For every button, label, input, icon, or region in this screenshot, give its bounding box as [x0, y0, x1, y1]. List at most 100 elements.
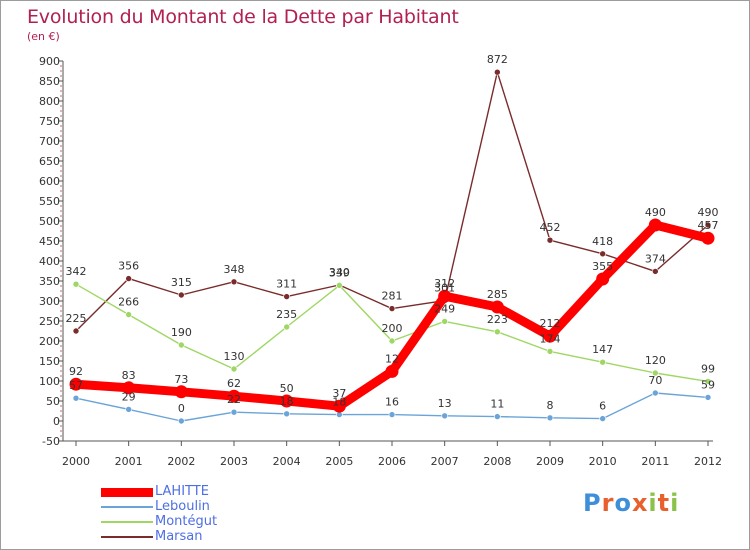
data-label: 83: [122, 369, 136, 382]
y-tick-label: 800: [39, 95, 60, 108]
data-label: 59: [701, 378, 715, 391]
data-label: 18: [280, 395, 294, 408]
data-label: 62: [227, 377, 241, 390]
data-point: [388, 411, 396, 418]
x-tick-label: 2004: [273, 455, 301, 468]
series-line-lahitte: [71, 220, 713, 411]
data-label: 285: [487, 288, 508, 301]
data-label: 130: [224, 350, 245, 363]
data-label: 16: [385, 396, 399, 409]
data-label: 57: [69, 379, 83, 392]
data-label: 235: [276, 308, 297, 321]
y-tick-label: 150: [39, 355, 60, 368]
data-label: 99: [701, 362, 715, 375]
data-point: [336, 282, 343, 289]
y-tick-label: 400: [39, 255, 60, 268]
x-tick-label: 2005: [325, 455, 353, 468]
data-point: [648, 218, 662, 232]
data-point: [122, 381, 136, 395]
proxiti-logo: Proxiti: [583, 489, 679, 517]
data-label: 452: [540, 221, 561, 234]
data-label: 340: [329, 266, 350, 279]
data-label: 73: [174, 373, 188, 386]
data-point: [178, 417, 185, 425]
data-label: 225: [66, 312, 87, 325]
legend-swatch: [101, 487, 153, 497]
y-tick-label: 100: [39, 375, 60, 388]
data-point: [125, 311, 132, 318]
data-label: 22: [227, 393, 241, 406]
logo-letter: t: [657, 489, 671, 517]
data-point: [546, 236, 554, 244]
legend-swatch: [101, 536, 153, 538]
x-tick-label: 2012: [694, 455, 722, 468]
data-point: [178, 291, 185, 299]
logo-letter: o: [614, 489, 632, 517]
data-point: [599, 358, 606, 366]
data-label: 223: [487, 313, 508, 326]
data-point: [701, 231, 715, 245]
data-label: 315: [171, 276, 192, 289]
data-label: 301: [434, 282, 455, 295]
data-point: [283, 293, 290, 300]
data-label: 147: [592, 343, 613, 356]
data-point: [72, 280, 80, 288]
data-point: [72, 327, 80, 335]
y-tick-label: 850: [39, 75, 60, 88]
data-point: [652, 389, 659, 397]
data-label: 190: [171, 326, 192, 339]
data-point: [69, 377, 83, 391]
data-point: [596, 272, 610, 286]
x-tick-label: 2002: [167, 455, 195, 468]
x-tick-label: 2009: [536, 455, 564, 468]
data-point: [125, 406, 132, 413]
x-tick-label: 2006: [378, 455, 406, 468]
legend-label: Leboulin: [155, 499, 210, 514]
data-label: 6: [599, 400, 606, 413]
data-point: [227, 389, 241, 403]
data-point: [494, 68, 501, 76]
data-point: [543, 329, 557, 343]
legend-item: Leboulin: [101, 499, 301, 515]
y-tick-label: -50: [42, 435, 60, 448]
logo-letter: x: [631, 489, 649, 517]
y-tick-label: 500: [39, 215, 60, 228]
x-tick-label: 2007: [431, 455, 459, 468]
legend-label: LAHITTE: [155, 484, 209, 499]
data-label: 212: [540, 317, 561, 330]
x-tick-label: 2001: [115, 455, 143, 468]
data-point: [72, 394, 80, 402]
x-tick-label: 2011: [641, 455, 669, 468]
y-tick-label: 350: [39, 275, 60, 288]
y-tick-label: 200: [39, 335, 60, 348]
data-point: [283, 323, 290, 331]
logo-letter: i: [648, 489, 658, 517]
x-tick-label: 2003: [220, 455, 248, 468]
data-label: 29: [122, 390, 136, 403]
logo-letter: r: [601, 489, 615, 517]
data-label: 312: [434, 277, 455, 290]
data-point: [332, 399, 346, 413]
data-point: [385, 364, 399, 378]
data-point: [490, 300, 504, 314]
data-point: [178, 341, 185, 349]
data-point: [441, 318, 448, 325]
data-label: 355: [592, 260, 613, 273]
data-label: 348: [224, 263, 245, 276]
y-tick-label: 650: [39, 155, 60, 168]
data-point: [652, 369, 659, 377]
data-label: 249: [434, 302, 455, 315]
y-tick-label: 600: [39, 175, 60, 188]
data-point: [230, 278, 238, 286]
data-point: [704, 394, 712, 401]
y-tick-label: 750: [39, 115, 60, 128]
legend-label: Montégut: [155, 514, 218, 529]
data-label: 70: [648, 374, 662, 387]
data-label: 0: [178, 402, 185, 415]
data-point: [174, 385, 188, 399]
y-tick-label: 700: [39, 135, 60, 148]
data-label: 37: [332, 387, 346, 400]
data-label: 13: [438, 397, 452, 410]
data-label: 342: [66, 265, 87, 278]
